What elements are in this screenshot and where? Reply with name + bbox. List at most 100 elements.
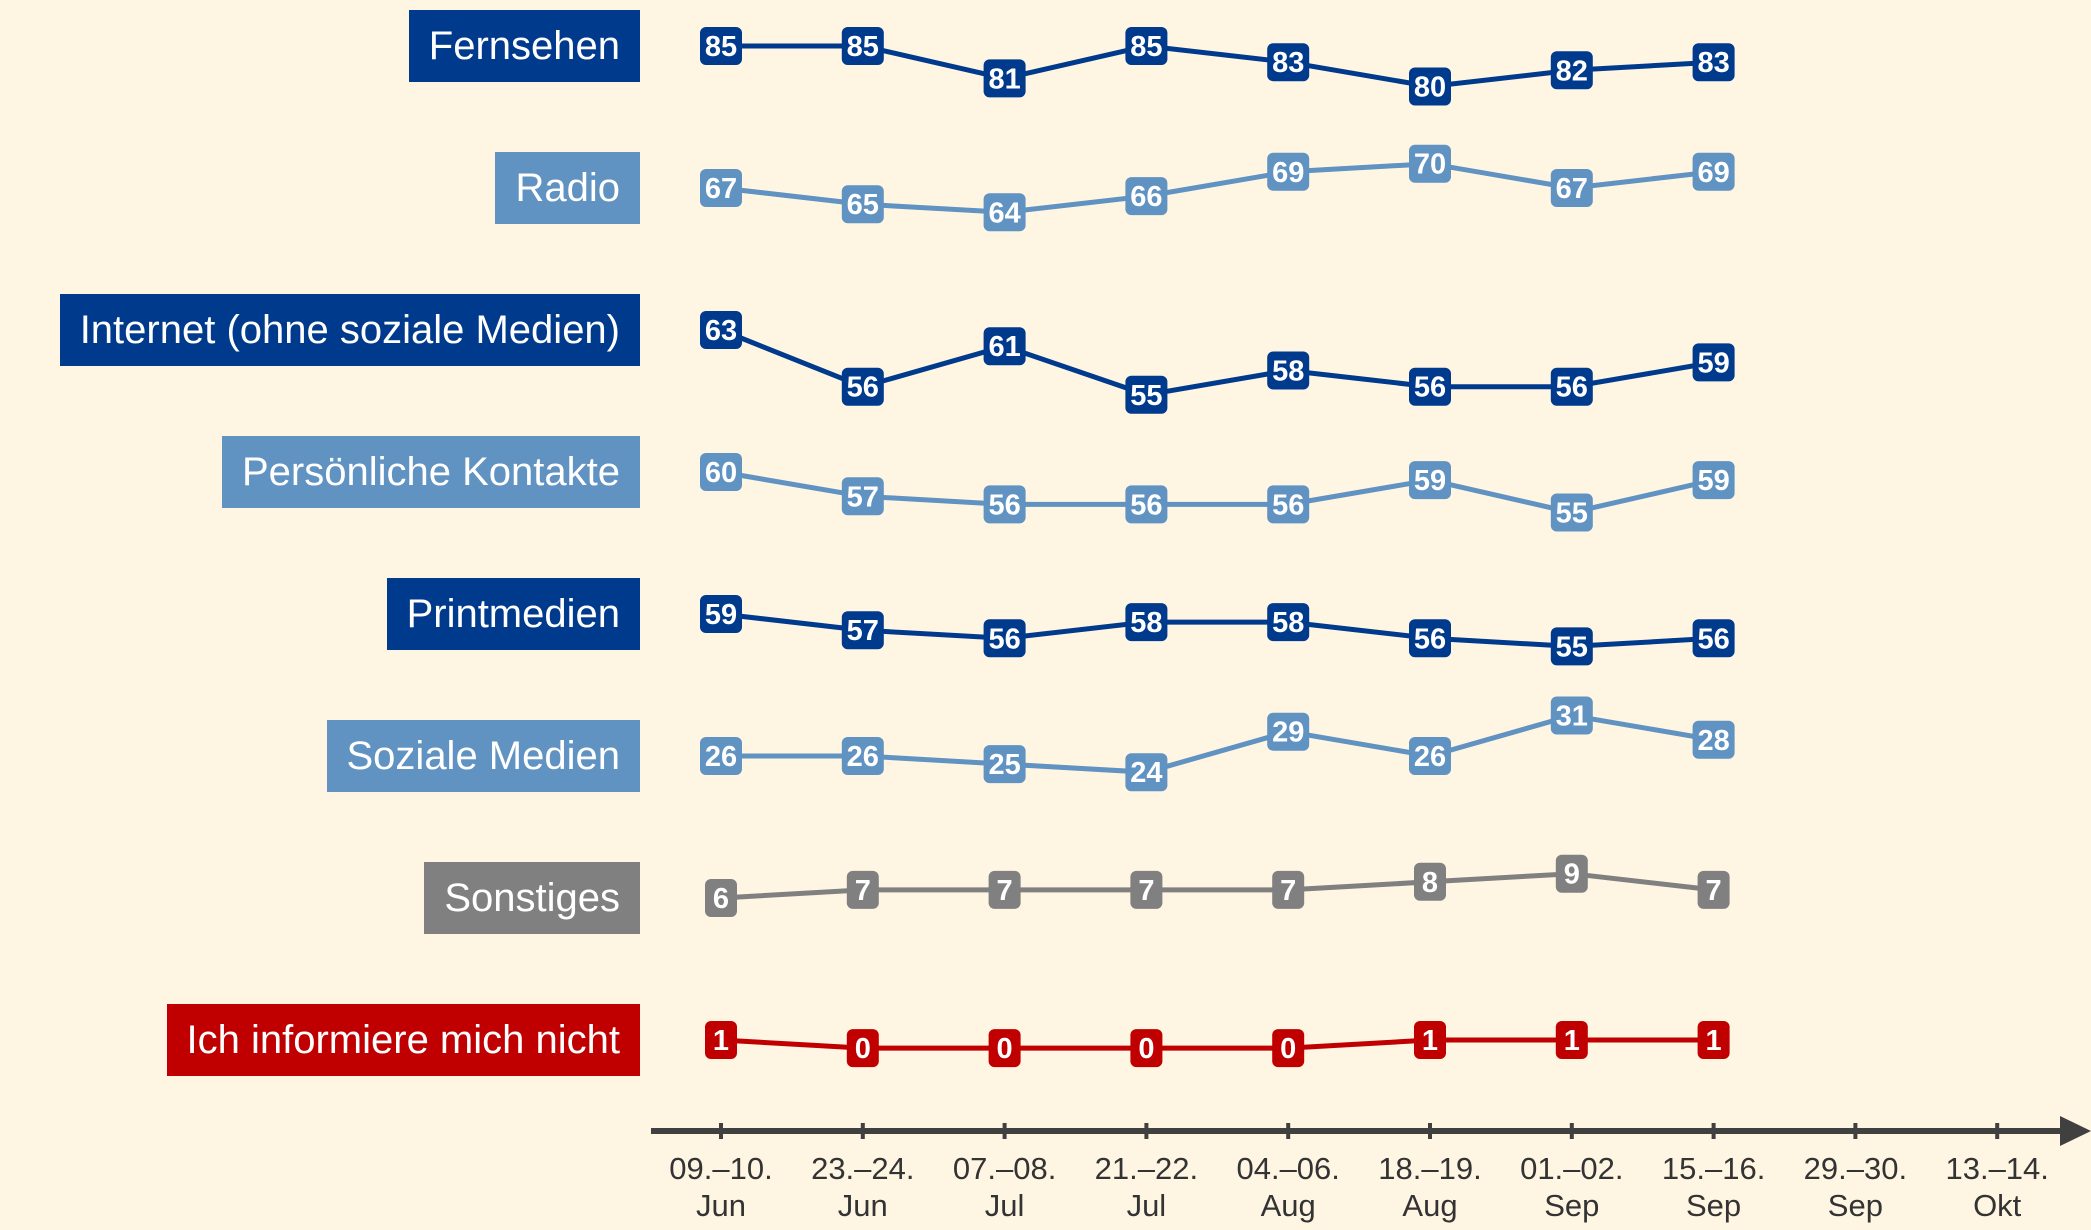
data-point — [983, 327, 1026, 366]
data-label: 56 — [1414, 372, 1446, 404]
data-point — [1550, 169, 1593, 207]
data-point — [841, 611, 884, 650]
data-point — [1125, 485, 1168, 524]
data-label: 61 — [988, 331, 1020, 363]
data-label: 66 — [1130, 181, 1162, 213]
data-label: 1 — [1564, 1025, 1580, 1057]
data-point — [1409, 67, 1451, 106]
data-label: 59 — [705, 599, 737, 631]
series-label: Radio — [495, 152, 640, 224]
data-label: 9 — [1564, 859, 1580, 891]
data-label: 81 — [988, 63, 1020, 95]
data-point — [1267, 152, 1310, 191]
data-label: 82 — [1556, 55, 1588, 87]
x-tick-label: 21.–22. Jul — [1094, 1151, 1199, 1223]
data-point — [841, 27, 884, 65]
data-point — [841, 477, 884, 516]
series-line — [720, 327, 1715, 398]
series-line — [720, 1037, 1714, 1051]
data-label: 7 — [997, 875, 1013, 907]
data-point — [1555, 1021, 1588, 1059]
data-label: 57 — [847, 481, 879, 513]
data-point — [1697, 870, 1730, 909]
data-point — [705, 879, 737, 917]
data-label: 70 — [1414, 149, 1446, 181]
data-point — [1130, 870, 1163, 909]
data-label: 56 — [1130, 489, 1162, 521]
data-point — [1409, 737, 1451, 775]
data-point — [1267, 712, 1310, 751]
data-label: 55 — [1556, 498, 1588, 530]
x-tick-label: 15.–16. Sep — [1661, 1151, 1766, 1223]
data-label: 7 — [855, 875, 871, 907]
data-point — [1125, 753, 1168, 792]
data-label: 7 — [1280, 875, 1296, 907]
data-label: 55 — [1556, 631, 1588, 663]
data-label: 56 — [1697, 623, 1729, 655]
data-label: 31 — [1556, 701, 1588, 733]
data-label: 58 — [1272, 607, 1304, 639]
data-point — [1409, 619, 1451, 658]
x-tick-label: 13.–14. Okt — [1945, 1151, 2049, 1223]
data-point — [705, 1021, 737, 1059]
data-label: 56 — [1556, 372, 1588, 404]
series-line — [720, 161, 1714, 215]
series-label: Fernsehen — [408, 10, 640, 82]
data-label: 58 — [1272, 356, 1304, 388]
data-point — [988, 1029, 1021, 1068]
data-label: 69 — [1272, 157, 1304, 189]
data-label: 59 — [1414, 465, 1446, 497]
data-point — [1125, 603, 1168, 642]
data-label: 60 — [705, 457, 737, 489]
data-point — [1550, 696, 1593, 735]
data-label: 58 — [1130, 607, 1162, 639]
series-label: Printmedien — [386, 578, 640, 650]
data-point — [983, 193, 1026, 232]
data-point — [1409, 461, 1451, 500]
x-tick-label: 29.–30. Sep — [1803, 1151, 1908, 1223]
data-label: 63 — [705, 315, 737, 347]
data-point — [1409, 367, 1451, 406]
data-point — [1409, 144, 1451, 183]
data-label: 56 — [988, 489, 1020, 521]
data-label: 8 — [1422, 867, 1438, 899]
data-label: 69 — [1697, 157, 1729, 189]
data-label: 1 — [713, 1025, 729, 1057]
series-label: Persönliche Kontakte — [221, 436, 640, 508]
data-point — [846, 870, 879, 909]
x-tick-label: 01.–02. Sep — [1520, 1151, 1624, 1223]
data-point — [700, 27, 742, 65]
data-point — [1267, 485, 1310, 524]
data-point — [700, 737, 742, 775]
data-point — [1692, 619, 1735, 658]
data-point — [1125, 27, 1168, 65]
data-point — [1125, 375, 1168, 414]
data-label: 56 — [988, 623, 1020, 655]
x-tick-label: 07.–08. Jul — [952, 1151, 1057, 1223]
series-line — [720, 469, 1715, 516]
data-label: 85 — [1130, 31, 1162, 63]
data-point — [1267, 351, 1310, 390]
data-point — [1692, 343, 1735, 382]
data-label: 25 — [988, 749, 1020, 781]
data-point — [1550, 493, 1593, 532]
series-line — [721, 43, 1714, 90]
data-label: 0 — [855, 1033, 871, 1065]
data-label: 85 — [705, 31, 737, 63]
data-label: 7 — [1138, 875, 1154, 907]
data-point — [983, 485, 1026, 524]
data-point — [841, 185, 884, 224]
data-point — [1272, 870, 1305, 909]
data-label: 6 — [713, 883, 729, 915]
data-point — [1130, 1029, 1163, 1068]
data-label: 64 — [988, 197, 1020, 229]
data-point — [700, 595, 742, 633]
data-label: 26 — [705, 741, 737, 773]
data-label: 0 — [1138, 1033, 1154, 1065]
data-point — [1414, 1021, 1446, 1059]
data-label: 85 — [847, 31, 879, 63]
data-label: 65 — [847, 189, 879, 221]
data-label: 1 — [1706, 1025, 1722, 1057]
